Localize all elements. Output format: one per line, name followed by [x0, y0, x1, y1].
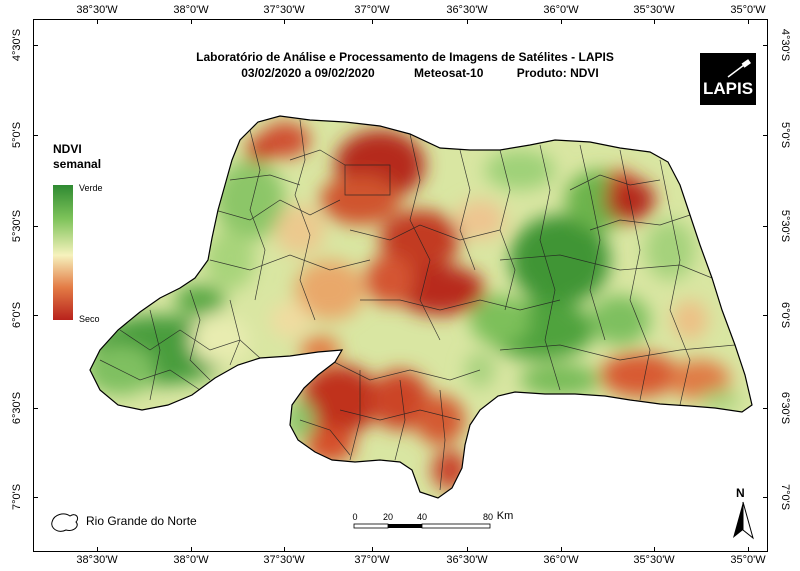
region-symbol-icon — [51, 513, 79, 532]
lon-tick-label: 37°0'W — [354, 554, 390, 566]
lon-tick-label: 38°30'W — [76, 4, 118, 16]
lon-tick-label: 35°0'W — [730, 554, 766, 566]
product-name: Produto: NDVI — [516, 66, 599, 80]
lon-tick-label: 37°30'W — [263, 4, 305, 16]
scale-label: 0 — [352, 512, 358, 522]
north-arrow-icon — [733, 501, 754, 540]
scale-bar — [353, 523, 491, 529]
lon-tick-label: 36°30'W — [446, 554, 488, 566]
lon-tick-label: 37°30'W — [263, 554, 305, 566]
lon-tick-label: 36°0'W — [543, 4, 579, 16]
map-title: Laboratório de Análise e Processamento d… — [196, 50, 614, 64]
municipal-boundaries — [99, 119, 736, 491]
legend-title: NDVI semanal — [53, 142, 101, 172]
satellite-icon — [727, 59, 751, 78]
scale-unit: Km — [496, 510, 514, 522]
lon-tick-label: 36°0'W — [543, 554, 579, 566]
legend-title-line1: NDVI — [53, 142, 82, 156]
lon-tick-label: 35°0'W — [730, 4, 766, 16]
legend-title-line2: semanal — [53, 157, 102, 171]
map-subtitle: 03/02/2020 a 09/02/2020 Meteosat-10 Prod… — [0, 66, 770, 80]
north-label: N — [736, 486, 745, 500]
lon-tick-label: 38°30'W — [76, 554, 118, 566]
logo-text: LAPIS — [702, 79, 754, 98]
legend-low-label: Seco — [79, 314, 100, 324]
region-label: Rio Grande do Norte — [86, 514, 197, 528]
scale-label: 20 — [382, 512, 394, 522]
date-range: 03/02/2020 a 09/02/2020 — [241, 66, 375, 80]
lapis-logo: LAPIS — [700, 53, 756, 105]
lon-tick-label: 38°0'W — [173, 554, 209, 566]
legend-high-label: Verde — [79, 183, 103, 193]
lon-tick-label: 38°0'W — [173, 4, 209, 16]
lon-tick-label: 37°0'W — [354, 4, 390, 16]
state-outline — [89, 115, 753, 499]
scale-label: 80 — [482, 512, 494, 522]
legend-color-ramp — [53, 185, 73, 320]
scale-label: 40 — [416, 512, 428, 522]
lon-tick-label: 35°30'W — [633, 554, 675, 566]
lon-tick-label: 36°30'W — [446, 4, 488, 16]
satellite-name: Meteosat-10 — [414, 66, 484, 80]
lon-tick-label: 35°30'W — [633, 4, 675, 16]
